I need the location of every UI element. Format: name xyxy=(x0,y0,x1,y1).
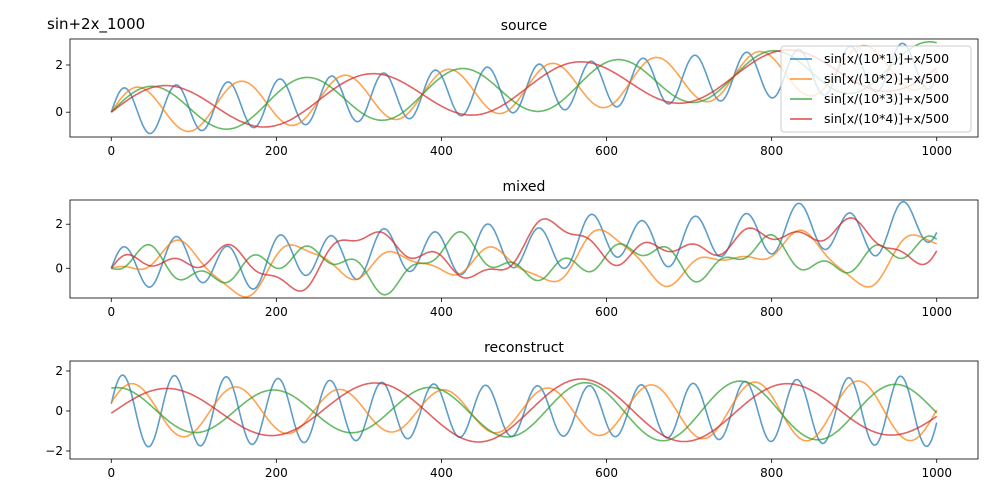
reconstruct-xtick-label: 0 xyxy=(107,466,115,480)
figure-suptitle: sin+2x_1000 xyxy=(47,15,145,34)
mixed-xtick-label: 600 xyxy=(595,305,618,319)
mixed-ticks: 0 200 400 600 800 1000 0 2 xyxy=(55,217,952,319)
source-xtick-label: 400 xyxy=(430,144,453,158)
source-xtick-label: 1000 xyxy=(921,144,952,158)
mixed-xtick-label: 200 xyxy=(265,305,288,319)
reconstruct-ytick-label: 0 xyxy=(55,404,63,418)
reconstruct-series-line-0 xyxy=(110,374,938,448)
reconstruct-axes-frame xyxy=(69,360,979,460)
mixed-xtick-label: 800 xyxy=(760,305,783,319)
mixed-xtick-label: 400 xyxy=(430,305,453,319)
reconstruct-ticks: 0 200 400 600 800 1000 −2 0 2 xyxy=(45,364,952,480)
source-ticks: 0 200 400 600 800 1000 0 2 xyxy=(55,58,952,158)
source-ytick-label: 2 xyxy=(55,58,63,72)
reconstruct-panel: reconstruct 0 200 400 600 800 1000 −2 0 2 xyxy=(45,340,979,480)
reconstruct-series-layer xyxy=(110,374,938,448)
legend-label-2: sin[x/(10*3)]+x/500 xyxy=(824,91,949,106)
mixed-axes-frame xyxy=(69,199,979,299)
source-xtick-label: 800 xyxy=(760,144,783,158)
reconstruct-series-line-3 xyxy=(110,378,938,443)
mixed-ytick-label: 2 xyxy=(55,217,63,231)
mixed-series-line-0 xyxy=(110,200,938,290)
mixed-xtick-label: 0 xyxy=(107,305,115,319)
reconstruct-ytick-label: −2 xyxy=(45,444,63,458)
reconstruct-xtick-label: 400 xyxy=(430,466,453,480)
mixed-series-line-3 xyxy=(110,217,938,292)
mixed-xtick-label: 1000 xyxy=(921,305,952,319)
mixed-panel: mixed 0 200 400 600 800 1000 0 2 xyxy=(55,179,979,319)
reconstruct-xtick-label: 800 xyxy=(760,466,783,480)
mixed-panel-title: mixed xyxy=(503,179,546,195)
reconstruct-ytick-label: 2 xyxy=(55,364,63,378)
source-axes-frame xyxy=(69,38,979,138)
reconstruct-series-line-1 xyxy=(110,380,938,442)
source-ytick-label: 0 xyxy=(55,105,63,119)
legend-label-1: sin[x/(10*2)]+x/500 xyxy=(824,71,949,86)
legend-label-0: sin[x/(10*1)]+x/500 xyxy=(824,51,949,66)
source-legend: sin[x/(10*1)]+x/500 sin[x/(10*2)]+x/500 … xyxy=(780,45,972,133)
mixed-ytick-label: 0 xyxy=(55,261,63,275)
legend-label-3: sin[x/(10*4)]+x/500 xyxy=(824,111,949,126)
source-xtick-label: 200 xyxy=(265,144,288,158)
mixed-series-line-1 xyxy=(111,228,938,298)
reconstruct-panel-title: reconstruct xyxy=(484,340,564,356)
reconstruct-xtick-label: 200 xyxy=(265,466,288,480)
legend-box xyxy=(780,45,972,133)
source-xtick-label: 600 xyxy=(595,144,618,158)
reconstruct-series-line-2 xyxy=(111,380,938,442)
source-panel: source 0 200 400 600 800 1000 0 2 sin[x/(10*1)]… xyxy=(55,18,979,158)
source-panel-title: source xyxy=(501,18,548,34)
reconstruct-xtick-label: 1000 xyxy=(921,466,952,480)
source-xtick-label: 0 xyxy=(107,144,115,158)
mixed-series-line-2 xyxy=(111,231,938,296)
reconstruct-xtick-label: 600 xyxy=(595,466,618,480)
mixed-series-layer xyxy=(110,200,938,298)
